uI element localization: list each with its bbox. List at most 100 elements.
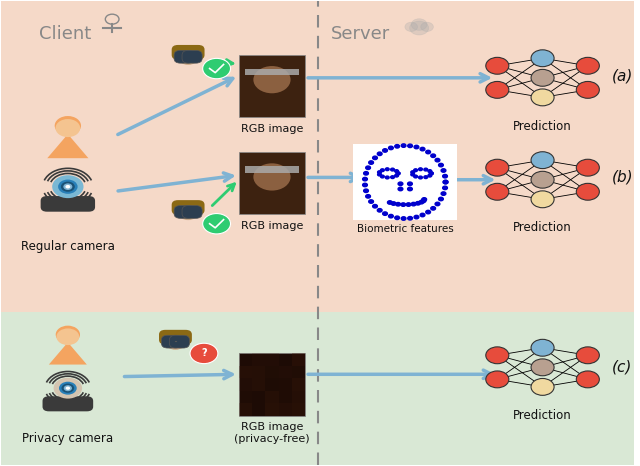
Circle shape [406, 203, 411, 206]
FancyBboxPatch shape [278, 366, 292, 378]
Circle shape [486, 371, 509, 388]
FancyBboxPatch shape [174, 50, 194, 63]
Circle shape [531, 339, 554, 356]
Circle shape [443, 174, 447, 178]
FancyBboxPatch shape [182, 50, 202, 63]
Circle shape [531, 89, 554, 106]
Circle shape [408, 217, 412, 220]
Circle shape [383, 212, 387, 215]
Circle shape [364, 171, 369, 175]
Circle shape [381, 175, 384, 178]
Text: Privacy camera: Privacy camera [22, 432, 113, 445]
Text: Client: Client [40, 25, 92, 42]
Circle shape [395, 144, 399, 148]
Circle shape [253, 163, 291, 191]
FancyBboxPatch shape [252, 404, 266, 416]
FancyBboxPatch shape [239, 152, 305, 214]
Circle shape [390, 176, 394, 178]
Text: Prediction: Prediction [513, 409, 572, 422]
Circle shape [363, 183, 367, 187]
Circle shape [396, 172, 400, 175]
FancyBboxPatch shape [292, 353, 305, 366]
Circle shape [426, 151, 431, 154]
Text: (a): (a) [612, 68, 634, 83]
Circle shape [56, 329, 79, 345]
Polygon shape [65, 401, 71, 407]
Polygon shape [47, 134, 88, 158]
Circle shape [435, 158, 440, 162]
Circle shape [576, 371, 599, 388]
Circle shape [363, 178, 367, 181]
Circle shape [369, 200, 374, 203]
Circle shape [253, 66, 291, 93]
Circle shape [428, 174, 432, 177]
Text: ?: ? [201, 349, 207, 358]
FancyBboxPatch shape [292, 391, 305, 404]
Circle shape [56, 326, 80, 343]
Circle shape [203, 58, 230, 79]
Circle shape [420, 147, 425, 151]
FancyBboxPatch shape [42, 396, 93, 411]
Circle shape [424, 168, 428, 171]
Circle shape [395, 216, 399, 219]
Circle shape [576, 82, 599, 98]
Circle shape [576, 183, 599, 200]
Circle shape [365, 166, 371, 170]
Circle shape [58, 179, 77, 194]
FancyBboxPatch shape [239, 366, 252, 378]
FancyBboxPatch shape [245, 69, 299, 75]
Circle shape [388, 214, 394, 218]
FancyBboxPatch shape [266, 404, 278, 416]
FancyBboxPatch shape [252, 353, 266, 366]
Circle shape [438, 197, 444, 201]
Text: (b): (b) [612, 170, 634, 185]
FancyBboxPatch shape [353, 144, 458, 220]
Circle shape [429, 172, 433, 175]
Circle shape [413, 169, 417, 171]
FancyBboxPatch shape [292, 378, 305, 391]
Circle shape [66, 387, 70, 390]
Circle shape [378, 171, 381, 173]
Text: Prediction: Prediction [513, 119, 572, 132]
Circle shape [396, 203, 401, 206]
Circle shape [391, 202, 396, 205]
Circle shape [398, 182, 403, 185]
Circle shape [203, 213, 230, 234]
FancyBboxPatch shape [40, 196, 95, 212]
FancyBboxPatch shape [266, 366, 278, 378]
Text: RGB image
(privacy-free): RGB image (privacy-free) [234, 422, 310, 444]
Circle shape [419, 176, 422, 179]
Circle shape [419, 200, 424, 204]
Circle shape [576, 159, 599, 176]
Circle shape [435, 202, 440, 206]
FancyBboxPatch shape [245, 166, 299, 172]
Circle shape [396, 172, 400, 175]
Circle shape [431, 154, 436, 158]
FancyBboxPatch shape [239, 391, 252, 404]
Circle shape [413, 175, 417, 178]
Circle shape [401, 217, 406, 220]
Circle shape [378, 152, 382, 156]
FancyBboxPatch shape [239, 378, 252, 391]
Circle shape [486, 347, 509, 364]
Circle shape [165, 335, 186, 349]
Circle shape [421, 199, 426, 203]
Circle shape [387, 201, 392, 204]
FancyBboxPatch shape [182, 206, 202, 219]
Circle shape [415, 202, 420, 205]
FancyBboxPatch shape [239, 404, 252, 416]
Circle shape [395, 174, 399, 177]
Circle shape [531, 69, 554, 86]
Circle shape [52, 175, 83, 198]
FancyBboxPatch shape [266, 391, 278, 404]
Text: Prediction: Prediction [513, 221, 572, 234]
Circle shape [401, 203, 406, 206]
Circle shape [381, 169, 384, 171]
Circle shape [408, 182, 412, 185]
Circle shape [408, 187, 412, 191]
Circle shape [531, 359, 554, 376]
Circle shape [414, 145, 419, 149]
Circle shape [486, 159, 509, 176]
Circle shape [410, 21, 429, 35]
Circle shape [178, 205, 198, 219]
